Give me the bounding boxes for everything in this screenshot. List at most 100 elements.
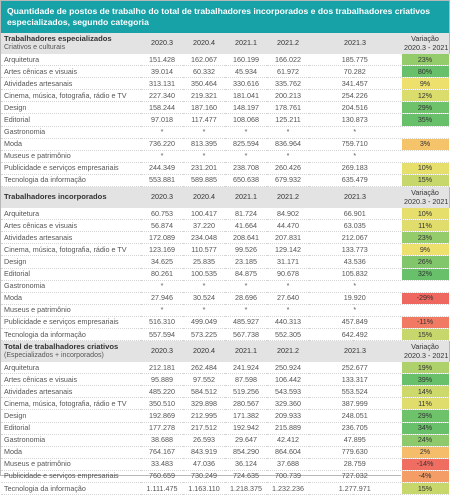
row-label: Tecnologia da informação bbox=[1, 174, 141, 188]
value-cell: 25.835 bbox=[183, 255, 225, 269]
value-cell: 736.220 bbox=[141, 138, 183, 151]
column-header-line: 2020.3 bbox=[151, 38, 173, 48]
variation-cell: 11% bbox=[400, 219, 450, 233]
title: Quantidade de postos de trabalho do tota… bbox=[1, 1, 449, 33]
value-cell: 236.705 bbox=[309, 422, 402, 435]
column-header: 2021.3 bbox=[309, 33, 402, 54]
value-cell: 262.484 bbox=[183, 362, 225, 375]
variation-cell: 32% bbox=[400, 268, 450, 281]
row-label: Atividades artesanais bbox=[1, 385, 141, 399]
column-header-line: 2021.1 bbox=[235, 346, 257, 356]
value-cell: 42.412 bbox=[267, 434, 309, 447]
table-row: Artes cênicas e visuais 39.014 60.332 45.93… bbox=[1, 65, 450, 79]
value-cell: 519.256 bbox=[225, 385, 267, 399]
value-cell: 43.536 bbox=[309, 255, 402, 269]
value-cell: 125.211 bbox=[267, 113, 309, 127]
table-row: Editorial 80.261 100.535 84.875 90.678 105.83… bbox=[1, 268, 450, 281]
variation-cell: 10% bbox=[400, 162, 450, 175]
row-label: Moda bbox=[1, 292, 141, 305]
row-label: Design bbox=[1, 255, 141, 269]
column-header: 2020.3 bbox=[141, 340, 183, 363]
value-cell: 45.934 bbox=[225, 65, 267, 79]
value-cell: 171.382 bbox=[225, 409, 267, 423]
column-header-line: 2020.4 bbox=[193, 192, 215, 202]
value-cell: * bbox=[225, 280, 267, 293]
table-row: Atividades artesanais 313.131 350.464 330.6… bbox=[1, 77, 450, 91]
row-label: Atividades artesanais bbox=[1, 77, 141, 91]
table-row: Design 158.244 187.160 148.197 178.761 204.51… bbox=[1, 101, 450, 115]
value-cell: 41.664 bbox=[225, 219, 267, 233]
value-cell: 208.641 bbox=[225, 231, 267, 245]
value-cell: 248.051 bbox=[309, 409, 402, 423]
value-cell: 37.220 bbox=[183, 219, 225, 233]
row-label: Gastronomia bbox=[1, 280, 141, 293]
value-cell: 825.594 bbox=[225, 138, 267, 151]
variation-cell: 14% bbox=[400, 385, 450, 399]
row-label: Museus e patrimônio bbox=[1, 304, 141, 317]
row-label: Cinema, música, fotografia, rádio e TV bbox=[1, 397, 141, 411]
column-header-line: 2020.3 bbox=[151, 346, 173, 356]
variation-cell: -4% bbox=[400, 470, 450, 484]
column-header-line: 2021.3 bbox=[344, 346, 366, 356]
value-cell: * bbox=[141, 150, 183, 163]
value-cell: 635.479 bbox=[309, 174, 402, 188]
variation-cell: -29% bbox=[400, 292, 450, 305]
column-header: 2021.3 bbox=[309, 186, 402, 209]
value-cell: 97.018 bbox=[141, 113, 183, 127]
variation-cell: 12% bbox=[400, 89, 450, 103]
value-cell: 33.483 bbox=[141, 458, 183, 471]
section-label: Trabalhadores especializados Criativos e … bbox=[1, 33, 141, 54]
table-row: Design34.62525.83523.18531.17143.53626%4… bbox=[1, 255, 450, 269]
value-cell: 29.647 bbox=[225, 434, 267, 447]
value-cell: 27.640 bbox=[267, 292, 309, 305]
value-cell: 37.688 bbox=[267, 458, 309, 471]
value-cell: 457.849 bbox=[309, 316, 402, 329]
row-label: Editorial bbox=[1, 268, 141, 281]
section-label-line: (Especializados + incorporados) bbox=[4, 352, 104, 360]
table: Trabalhadores especializados Criativos e … bbox=[1, 33, 450, 495]
table-row: Tecnologia da informação 553.881 589.885 65… bbox=[1, 174, 450, 188]
value-cell: 106.442 bbox=[267, 373, 309, 387]
section-header: Trabalhadores incorporados 2020.3 2020.4 20… bbox=[1, 186, 450, 209]
variation-cell: 35% bbox=[400, 113, 450, 127]
value-cell: 185.775 bbox=[309, 54, 402, 67]
column-header-line: Variação bbox=[411, 342, 439, 352]
value-cell: 99.526 bbox=[225, 243, 267, 257]
row-label: Moda bbox=[1, 138, 141, 151]
value-cell: 760.659 bbox=[141, 470, 183, 484]
value-cell: 100.417 bbox=[183, 208, 225, 221]
value-cell: 212.995 bbox=[183, 409, 225, 423]
row-label: Arquitetura bbox=[1, 208, 141, 221]
row-label: Cinema, música, fotografia, rádio e TV bbox=[1, 89, 141, 103]
table-row: Gastronomia 38.688 26.593 29.647 42.412 47.89… bbox=[1, 434, 450, 447]
value-cell: * bbox=[309, 126, 402, 139]
column-header-line: 2021.2 bbox=[277, 346, 299, 356]
value-cell: 330.616 bbox=[225, 77, 267, 91]
value-cell: 178.761 bbox=[267, 101, 309, 115]
value-cell: 129.142 bbox=[267, 243, 309, 257]
value-cell: 108.068 bbox=[225, 113, 267, 127]
value-cell: 133.317 bbox=[309, 373, 402, 387]
row-label: Editorial bbox=[1, 422, 141, 435]
section-label: Trabalhadores incorporados bbox=[1, 186, 141, 209]
value-cell: 329.360 bbox=[267, 397, 309, 411]
value-cell: 642.492 bbox=[309, 328, 402, 342]
table-row: Artes cênicas e visuais 56.874 37.220 41.66… bbox=[1, 219, 450, 233]
value-cell: 552.305 bbox=[267, 328, 309, 342]
row-label: Arquitetura bbox=[1, 54, 141, 67]
variation-cell: 34% bbox=[400, 422, 450, 435]
value-cell: 19.920 bbox=[309, 292, 402, 305]
value-cell: 341.457 bbox=[309, 77, 402, 91]
variation-cell bbox=[400, 126, 450, 139]
variation-cell: 11% bbox=[400, 397, 450, 411]
value-cell: 23.185 bbox=[225, 255, 267, 269]
row-label: Cinema, música, fotografia, rádio e TV bbox=[1, 243, 141, 257]
variation-cell: -11% bbox=[400, 316, 450, 329]
value-cell: 84.902 bbox=[267, 208, 309, 221]
variation-cell: -14% bbox=[400, 458, 450, 471]
value-cell: 584.512 bbox=[183, 385, 225, 399]
variation-cell: 29% bbox=[400, 409, 450, 423]
value-cell: 192.869 bbox=[141, 409, 183, 423]
table-row: Cinema, música, fotografia, rádio e TV 12… bbox=[1, 243, 450, 257]
